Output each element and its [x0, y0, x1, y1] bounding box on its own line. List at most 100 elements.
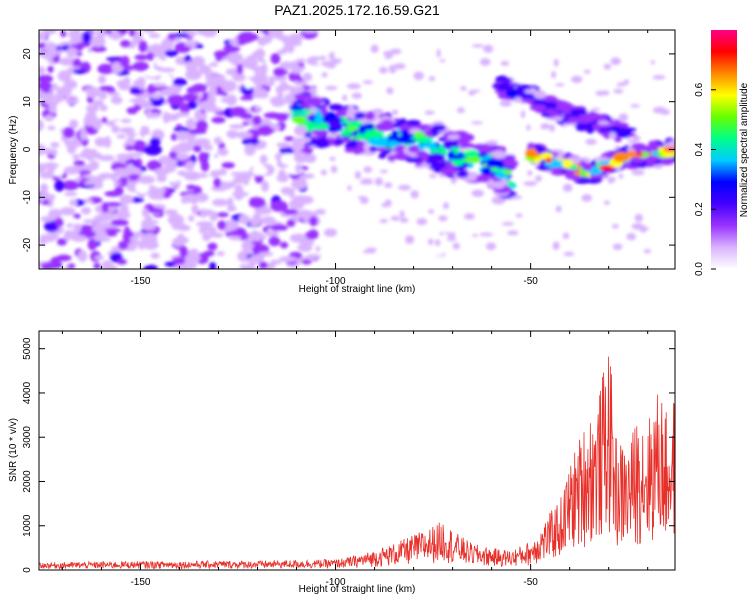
heat-noise-blob — [209, 228, 217, 238]
heat-noise-blob — [480, 58, 491, 66]
heat-noise-blob — [526, 124, 531, 131]
heat-noise-blob — [522, 250, 528, 258]
heat-noise-blob — [80, 129, 88, 141]
heat-noise-blob — [347, 185, 352, 191]
heat-noise-blob — [111, 65, 124, 72]
heat-upper-branch-blob — [513, 97, 523, 103]
heat-noise-blob — [485, 242, 497, 251]
heat-noise-blob — [159, 74, 173, 86]
heat-noise-blob — [39, 93, 52, 99]
heat-noise-blob — [249, 254, 264, 264]
heat-noise-blob — [72, 223, 82, 231]
heat-noise-blob — [254, 48, 266, 60]
heat-noise-blob — [133, 231, 145, 238]
heat-noise-blob — [325, 85, 338, 91]
colorbar-tick-label: 0.2 — [694, 202, 705, 216]
heat-main-track-blob — [387, 155, 397, 161]
heat-noise-blob — [354, 171, 361, 179]
heat-noise-blob — [144, 144, 163, 156]
heat-main-track-blob — [364, 129, 382, 138]
heat-noise-blob — [386, 220, 398, 228]
heat-noise-blob — [518, 64, 528, 70]
heat-noise-blob — [495, 247, 508, 254]
heat-noise-blob — [98, 75, 106, 85]
heat-noise-blob — [168, 151, 178, 159]
heat-main-track-blob — [346, 120, 364, 128]
heat-noise-blob — [428, 209, 434, 214]
heat-noise-blob — [206, 81, 224, 87]
heat-noise-blob — [291, 69, 303, 74]
heat-noise-blob — [48, 208, 63, 218]
heat-noise-blob — [69, 199, 78, 206]
heat-noise-blob — [276, 173, 289, 183]
heat-noise-blob — [164, 49, 179, 57]
heat-noise-blob — [573, 87, 579, 93]
heat-noise-blob — [116, 79, 130, 88]
heat-noise-blob — [202, 144, 214, 151]
colorbar-tick-label: 0.0 — [694, 262, 705, 276]
heat-noise-blob — [39, 234, 57, 241]
heat-upper-branch-blob — [521, 98, 535, 103]
heat-noise-blob — [184, 40, 198, 47]
heat-noise-blob — [133, 140, 146, 148]
heat-noise-blob — [175, 124, 183, 129]
heat-main-track-blob — [456, 170, 469, 178]
heat-noise-blob — [64, 139, 83, 148]
snr-series-line — [39, 356, 675, 570]
heat-noise-blob — [263, 112, 282, 119]
heat-lower-branch-blob — [569, 164, 578, 170]
heat-noise-blob — [234, 192, 244, 201]
heat-noise-blob — [297, 243, 313, 252]
heat-noise-blob — [613, 88, 624, 94]
heat-noise-blob — [340, 230, 354, 234]
heat-upper-branch-blob — [567, 116, 579, 124]
heat-noise-blob — [555, 83, 565, 87]
heat-lower-branch-blob — [635, 144, 642, 154]
heat-noise-blob — [128, 30, 136, 37]
heat-noise-blob — [50, 142, 60, 148]
heat-noise-blob — [142, 30, 156, 33]
heat-noise-blob — [56, 238, 67, 246]
heat-noise-blob — [220, 97, 235, 103]
heat-noise-blob — [148, 234, 157, 243]
heat-noise-blob — [72, 213, 81, 219]
heat-noise-blob — [194, 109, 202, 119]
heat-main-track-blob — [481, 166, 492, 176]
heat-noise-blob — [238, 214, 251, 225]
heat-noise-blob — [471, 44, 484, 48]
heat-noise-blob — [200, 160, 210, 172]
heat-noise-blob — [612, 224, 619, 229]
heat-noise-blob — [146, 160, 163, 171]
heat-noise-blob — [562, 183, 573, 192]
heat-noise-blob — [477, 91, 482, 98]
heat-noise-blob — [463, 213, 475, 220]
heat-main-track-blob — [450, 154, 465, 160]
heat-noise-blob — [174, 112, 190, 117]
heat-main-track-blob — [328, 103, 344, 111]
heat-noise-blob — [250, 219, 258, 227]
heat-noise-blob — [159, 88, 177, 97]
heat-noise-blob — [174, 263, 191, 269]
heat-noise-blob — [390, 215, 400, 222]
heat-main-track-blob — [408, 145, 420, 153]
heat-noise-blob — [643, 249, 652, 254]
heat-upper-branch-blob — [616, 127, 629, 135]
heat-noise-blob — [158, 67, 176, 73]
heat-noise-blob — [132, 61, 149, 72]
heat-noise-blob — [652, 75, 666, 80]
heat-noise-blob — [111, 125, 120, 134]
heat-noise-blob — [73, 68, 87, 75]
heat-noise-blob — [438, 215, 448, 222]
heat-noise-blob — [119, 196, 129, 205]
heat-noise-blob — [306, 80, 317, 86]
spectrogram-x-axis-label: Height of straight line (km) — [299, 284, 416, 295]
heat-noise-blob — [195, 221, 214, 227]
heat-noise-blob — [78, 170, 92, 175]
heat-noise-blob — [126, 163, 135, 173]
heat-noise-blob — [551, 71, 556, 79]
heat-noise-blob — [282, 61, 290, 69]
y-tick-label: 10 — [22, 96, 33, 108]
heat-lower-branch-blob — [612, 152, 630, 163]
heat-noise-blob — [631, 223, 644, 230]
